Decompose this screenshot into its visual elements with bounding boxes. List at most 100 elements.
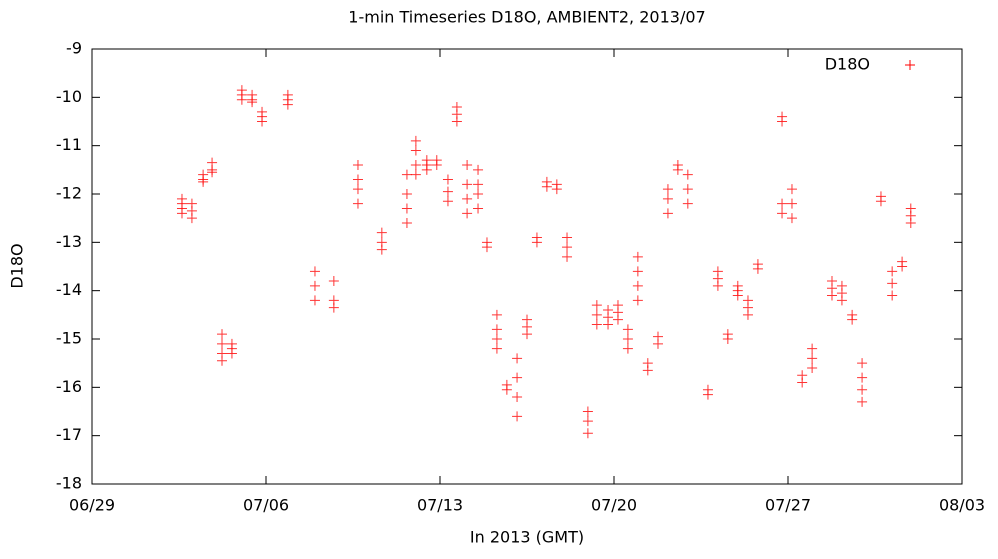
point	[309, 266, 320, 277]
point	[722, 334, 733, 344]
point	[662, 184, 673, 195]
point	[431, 160, 442, 170]
point	[742, 309, 753, 320]
point	[491, 343, 502, 354]
y-tick-label: -13	[56, 232, 82, 251]
point	[186, 213, 197, 224]
point	[875, 196, 886, 207]
point	[226, 348, 237, 359]
point	[473, 203, 484, 214]
point	[442, 196, 453, 207]
point	[672, 164, 683, 175]
point	[582, 428, 593, 439]
point	[352, 198, 363, 209]
point	[501, 384, 512, 395]
point	[807, 353, 818, 364]
x-tick-label: 07/13	[417, 496, 463, 515]
point	[732, 290, 743, 301]
point	[282, 99, 293, 110]
y-tick-label: -18	[56, 474, 82, 493]
point	[786, 184, 797, 195]
point	[462, 193, 473, 204]
point	[857, 358, 868, 369]
point	[401, 169, 412, 180]
point	[481, 242, 492, 253]
point	[473, 189, 484, 199]
point	[352, 174, 363, 185]
point	[462, 160, 473, 170]
point	[512, 372, 523, 383]
y-tick-label: -10	[56, 87, 82, 106]
point	[582, 416, 593, 427]
point	[462, 179, 473, 190]
point	[410, 145, 421, 156]
y-tick-label: -11	[56, 135, 82, 154]
point	[491, 309, 502, 320]
x-tick-label: 06/29	[69, 496, 115, 515]
point	[217, 329, 228, 340]
point	[591, 319, 602, 330]
legend-label: D18O	[825, 55, 870, 74]
point	[582, 406, 593, 417]
point	[410, 160, 421, 170]
y-tick-label: -12	[56, 184, 82, 203]
point	[309, 295, 320, 306]
point	[662, 208, 673, 219]
point	[442, 174, 453, 185]
point	[352, 160, 363, 170]
point	[652, 338, 663, 349]
point	[217, 338, 228, 349]
point	[562, 232, 573, 243]
point	[887, 290, 898, 301]
point	[401, 218, 412, 228]
point	[410, 135, 421, 146]
point	[826, 290, 837, 301]
y-tick-label: -14	[56, 280, 82, 299]
point	[207, 167, 218, 178]
point	[551, 184, 562, 195]
point	[847, 314, 858, 325]
point	[632, 266, 643, 277]
point	[247, 97, 258, 108]
point	[541, 181, 552, 192]
point	[807, 363, 818, 373]
point	[603, 319, 614, 330]
x-tick-label: 08/03	[939, 496, 985, 515]
point	[562, 242, 573, 253]
y-tick-label: -16	[56, 377, 82, 396]
point	[462, 208, 473, 219]
point	[786, 213, 797, 224]
point	[410, 169, 421, 180]
point	[512, 353, 523, 364]
point	[512, 411, 523, 422]
point	[328, 302, 339, 313]
point	[622, 343, 633, 354]
point	[198, 176, 209, 187]
point	[712, 280, 723, 291]
point	[376, 227, 387, 238]
point	[786, 198, 797, 209]
point	[857, 372, 868, 383]
chart-title: 1-min Timeseries D18O, AMBIENT2, 2013/07	[348, 8, 705, 27]
point	[836, 295, 847, 306]
x-tick-label: 07/20	[591, 496, 637, 515]
point	[612, 314, 623, 325]
point	[752, 263, 763, 274]
point	[401, 203, 412, 214]
point	[797, 377, 808, 388]
y-tick-label: -15	[56, 329, 82, 348]
point	[632, 295, 643, 306]
point	[217, 355, 228, 366]
point	[352, 184, 363, 195]
point	[376, 244, 387, 255]
point	[682, 184, 693, 195]
x-tick-label: 07/27	[765, 496, 811, 515]
point	[622, 324, 633, 335]
point	[622, 334, 633, 344]
point	[777, 208, 788, 219]
point	[682, 198, 693, 209]
point	[442, 186, 453, 197]
legend-marker	[905, 60, 915, 70]
point	[905, 218, 916, 228]
